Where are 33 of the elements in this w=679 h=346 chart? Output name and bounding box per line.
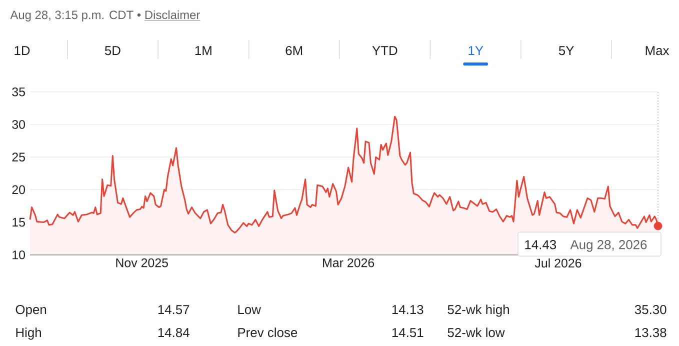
text: Aug 28, 3:15 p.m. CDT • xyxy=(10,10,141,22)
text: 1Y xyxy=(468,46,484,55)
y-tick-label: 35 xyxy=(12,87,25,96)
text: YTD xyxy=(372,46,398,55)
y-tick-label: 30 xyxy=(12,120,26,129)
text: High xyxy=(16,328,41,340)
text: 35.30 xyxy=(634,304,666,314)
x-tick-label: Jul 2026 xyxy=(534,258,582,268)
text: 14.13 xyxy=(392,304,424,314)
y-tick-label: 25 xyxy=(12,152,25,162)
text: 14.51 xyxy=(392,328,424,338)
text: 13.38 xyxy=(635,328,666,338)
text: 1D xyxy=(14,46,30,55)
text: 5D xyxy=(104,46,120,56)
annotation: Aug 28, 2026 xyxy=(570,240,647,252)
text: 14.57 xyxy=(158,305,190,314)
text: 1M xyxy=(195,46,212,55)
text: Prev close xyxy=(238,328,298,338)
text: Low xyxy=(238,305,261,314)
text: 52-wk low xyxy=(448,328,505,338)
text: 14.84 xyxy=(158,328,190,338)
y-tick-label: 10 xyxy=(12,250,26,260)
text: Max xyxy=(646,46,670,56)
y-tick-label: 15 xyxy=(12,218,25,227)
text: Open xyxy=(16,304,46,317)
text: Disclaimer xyxy=(145,10,200,20)
text: 5Y xyxy=(558,46,574,56)
y-tick-label: 20 xyxy=(12,185,26,194)
x-tick-label: Nov 2025 xyxy=(116,258,168,268)
annotation: 14.43 xyxy=(525,240,556,250)
text: 6M xyxy=(286,46,302,56)
text: 52-wk high xyxy=(448,304,509,317)
x-tick-label: Mar 2026 xyxy=(323,258,374,268)
